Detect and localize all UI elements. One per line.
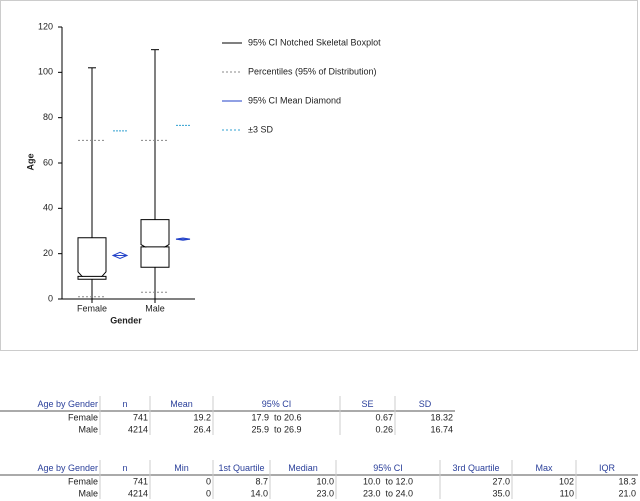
table-cell: 26.4 [193, 424, 211, 434]
y-axis-title: Age [25, 153, 35, 170]
table-cell: 18.32 [430, 412, 453, 422]
table-cell: 16.74 [430, 424, 453, 434]
table-cell: 23.0 to 24.0 [363, 488, 413, 498]
table-header: 1st Quartile [218, 463, 264, 473]
table-cell: 4214 [128, 488, 148, 498]
table-cell: 110 [560, 488, 574, 498]
table-header: Max [535, 463, 553, 473]
table-cell: 0.67 [375, 412, 393, 422]
table-cell: Male [78, 488, 98, 498]
table-cell: 10.0 to 12.0 [363, 476, 413, 486]
table-cell: 0 [206, 476, 211, 486]
table-cell: 0.26 [375, 424, 393, 434]
y-tick-label: 60 [43, 157, 53, 167]
x-tick-label: Male [145, 303, 165, 313]
table-header: Mean [170, 399, 193, 409]
table-cell: Female [68, 412, 98, 422]
y-tick-label: 100 [38, 67, 53, 77]
table-cell: 25.9 to 26.9 [251, 424, 301, 434]
table-cell: 741 [133, 412, 148, 422]
table-header: Age by Gender [37, 463, 98, 473]
legend-label: 95% CI Mean Diamond [248, 95, 341, 105]
table-cell: 17.9 to 20.6 [251, 412, 301, 422]
table-cell: 741 [133, 476, 148, 486]
table-header: IQR [599, 463, 616, 473]
table-cell: 21.0 [618, 488, 636, 498]
table-cell: 18.3 [618, 476, 636, 486]
table-header: SE [361, 399, 373, 409]
table-cell: 19.2 [193, 412, 211, 422]
table-header: Age by Gender [37, 399, 98, 409]
table-cell: 102 [559, 476, 574, 486]
table-cell: 10.0 [316, 476, 334, 486]
legend-label: 95% CI Notched Skeletal Boxplot [248, 37, 381, 47]
table-cell: 27.0 [492, 476, 510, 486]
table-cell: 8.7 [255, 476, 268, 486]
table-cell: 0 [206, 488, 211, 498]
legend-label: ±3 SD [248, 124, 273, 134]
table-cell: Male [78, 424, 98, 434]
table-header: 3rd Quartile [452, 463, 499, 473]
table-cell: Female [68, 476, 98, 486]
x-axis-title: Gender [110, 315, 142, 325]
y-tick-label: 80 [43, 112, 53, 122]
y-tick-label: 0 [48, 293, 53, 303]
table-header: n [122, 399, 127, 409]
legend-label: Percentiles (95% of Distribution) [248, 66, 377, 76]
y-tick-label: 40 [43, 203, 53, 213]
table-header: Median [288, 463, 318, 473]
x-tick-label: Female [77, 303, 107, 313]
table-cell: 14.0 [250, 488, 268, 498]
y-tick-label: 120 [38, 21, 53, 31]
table-header: Min [174, 463, 189, 473]
table-header: 95% CI [262, 399, 292, 409]
table-cell: 23.0 [316, 488, 334, 498]
chart-frame [0, 0, 638, 351]
table-cell: 4214 [128, 424, 148, 434]
y-tick-label: 20 [43, 248, 53, 258]
notched-box [140, 219, 170, 268]
table-cell: 35.0 [492, 488, 510, 498]
table-header: SD [419, 399, 432, 409]
table-header: n [122, 463, 127, 473]
table-header: 95% CI [373, 463, 403, 473]
notched-box [77, 237, 107, 280]
